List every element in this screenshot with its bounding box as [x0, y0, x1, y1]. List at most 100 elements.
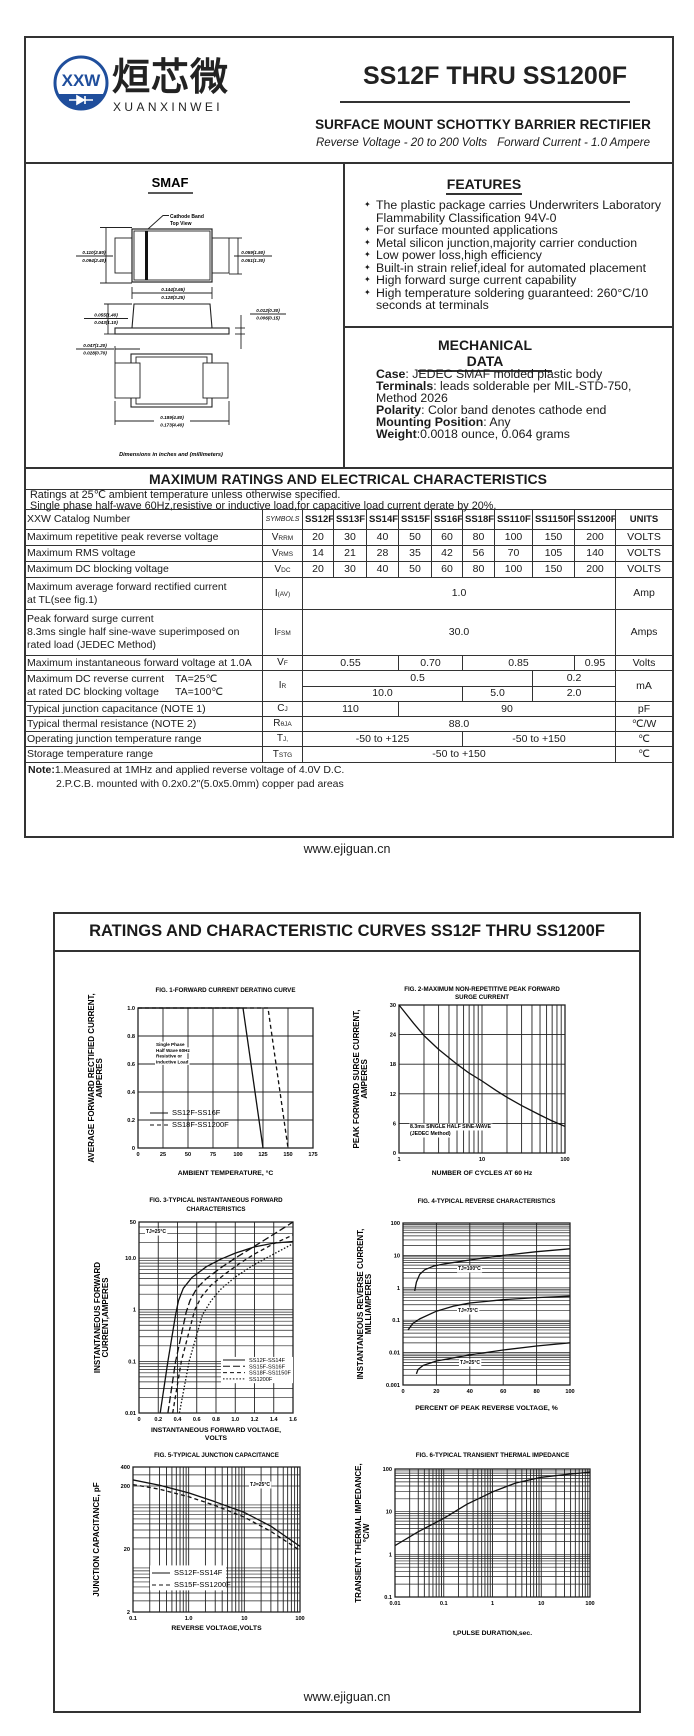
parameter-label-line: Operating junction temperature range	[27, 733, 260, 746]
x-tick-label: 1.2	[251, 1417, 259, 1423]
chart-annotation: Half Wave 60Hz	[156, 1048, 190, 1053]
page2-frame	[53, 912, 641, 1713]
symbol-main: R	[273, 718, 281, 729]
cathode-band	[145, 231, 148, 280]
parameter-value: -50 to +150	[302, 746, 616, 763]
parameter-value: 150	[532, 561, 575, 578]
legend-label: SS15F-SS16F	[249, 1364, 286, 1370]
x-axis-label: REVERSE VOLTAGE,VOLTS	[171, 1625, 262, 1632]
legend-label: SS1200F	[249, 1377, 273, 1383]
x-tick-label: 0.8	[212, 1417, 220, 1423]
condition-text: TA=100℃	[175, 686, 224, 698]
x-tick-label: 0.1	[440, 1601, 448, 1607]
y-tick-label: 12	[390, 1092, 396, 1098]
x-axis-label: PERCENT OF PEAK REVERSE VOLTAGE, %	[415, 1405, 558, 1412]
features-divider	[343, 326, 674, 328]
legend-label: SS12F-SS14F	[174, 1568, 223, 1577]
mechanical-title: MECHANICAL DATA	[418, 337, 552, 372]
x-tick-label: 0.2	[154, 1417, 162, 1423]
parameter-label-line: Maximum DC reverse current TA=25℃	[27, 673, 260, 686]
gridlines	[394, 1468, 591, 1598]
features-title: FEATURES	[446, 176, 522, 195]
symbol-subscript: RMS	[278, 550, 294, 558]
series-line-ss18f-ss1200f	[138, 1007, 289, 1149]
parameter-value: 0.55	[302, 655, 399, 671]
x-tick-label: 25	[160, 1152, 166, 1158]
parameter-symbol: VF	[262, 655, 303, 671]
mechanical-data: Case: JEDEC SMAF molded plastic body Term…	[376, 368, 666, 440]
label-text: Maximum average forward rectified curren…	[27, 580, 227, 593]
forward-current-text: Forward Current - 1.0 Ampere	[497, 137, 651, 149]
chart-title: FIG. 3-TYPICAL INSTANTANEOUS FORWARD	[149, 1197, 283, 1204]
footer-url[interactable]: www.ejiguan.cn	[303, 842, 391, 856]
note-2: 2.P.C.B. mounted with 0.2x0.2"(5.0x5.0mm…	[56, 778, 344, 790]
y-axis-label: °C/W	[362, 1523, 371, 1542]
parameter-unit: ℃/W	[615, 716, 673, 732]
symbol-main: I	[274, 587, 278, 599]
chart-title: CHARACTERISTICS	[186, 1206, 245, 1213]
mechanical-value: : Any	[483, 415, 511, 429]
header-divider	[24, 162, 674, 164]
ratings-note: Ratings at 25℃ ambient temperature unles…	[30, 489, 341, 501]
ratings-conditions: Ratings at 25℃ ambient temperature unles…	[30, 490, 496, 511]
parameter-label-line: Maximum DC blocking voltage	[27, 563, 260, 576]
feature-item: High temperature soldering guaranteed: 2…	[364, 286, 669, 312]
symbol-main: C	[277, 703, 285, 714]
label-text: Peak forward surge current	[27, 613, 154, 625]
chart-title: FIG. 1-FORWARD CURRENT DERATING CURVE	[156, 987, 296, 994]
y-tick-label: 0	[132, 1146, 135, 1152]
page-subtitle: SURFACE MOUNT SCHOTTKY BARRIER RECTIFIER	[315, 117, 651, 132]
page2-footer-url[interactable]: www.ejiguan.cn	[303, 1690, 391, 1704]
ratings-divider-bottom	[24, 489, 674, 490]
symbol-subscript: STG	[278, 751, 293, 759]
parameter-label: Peak forward surge current 8.3ms single h…	[24, 609, 263, 656]
chart-annotation: TJ=25°C	[146, 1229, 166, 1235]
parameter-value: 0.70	[398, 655, 463, 671]
label-background	[409, 1123, 493, 1131]
parameter-label: Typical junction capacitance (NOTE 1)	[24, 701, 263, 717]
x-tick-label: 100	[565, 1389, 574, 1395]
label-text: Maximum DC blocking voltage	[27, 563, 169, 575]
dim-label: 0.144(3.65)	[161, 287, 185, 292]
x-tick-label: 50	[185, 1152, 191, 1158]
y-axis-label: PEAK FORWARD SURGE CURRENT,	[352, 1010, 361, 1149]
chart-legend: SS12F-SS16F SS18F-SS1200F	[150, 1108, 229, 1129]
legend-label: SS18F-SS1200F	[172, 1120, 229, 1129]
parameter-unit: VOLTS	[615, 561, 673, 578]
label-text: at rated DC blocking voltage	[27, 686, 159, 698]
mechanical-label: Terminals	[376, 379, 434, 393]
label-background	[409, 1130, 452, 1138]
gridlines	[138, 1221, 294, 1414]
chart-annotation: (JEDEC Method)	[410, 1131, 451, 1137]
x-tick-label: 150	[283, 1152, 292, 1158]
dim-label: 0.055(1.40)	[94, 313, 118, 318]
label-text: Storage temperature range	[27, 748, 154, 760]
mechanical-value: : leads solderable per MIL-STD-750, Meth…	[376, 379, 632, 405]
parameter-value: -50 to +150	[462, 731, 616, 747]
series-line-ss1200f	[178, 1243, 293, 1414]
symbol-subscript: θJA	[280, 721, 292, 728]
y-tick-label: 0.4	[127, 1090, 136, 1096]
logo-chinese-name: 烜芯微	[112, 57, 230, 99]
series-line	[395, 1471, 590, 1547]
chart-annotation: TJ=25°C	[250, 1482, 270, 1488]
parameter-symbol: IFSM	[262, 609, 303, 656]
ratings-note: Single phase half-wave 60Hz,resistive or…	[30, 499, 497, 512]
y-tick-label: 10	[386, 1510, 392, 1516]
label-text: rated load (JEDEC Method)	[27, 639, 156, 651]
x-tick-label: 1.0	[185, 1616, 193, 1622]
condition-text: TA=25℃	[175, 673, 218, 685]
y-tick-label: 200	[121, 1484, 130, 1490]
table-row: Maximum RMS voltage VRMS 14 21 28 35 42 56 70 105…	[24, 545, 673, 562]
cathode-band-label: Cathode Band	[170, 214, 204, 220]
symbol-subscript: R	[281, 683, 287, 690]
series-label: TJ=25°C	[460, 1360, 480, 1366]
table-row: Operating junction temperature range TJ, -…	[24, 731, 673, 747]
series-label: TJ=100°C	[458, 1266, 481, 1272]
mechanical-item: Weight:0.0018 ounce, 0.064 grams	[376, 428, 666, 440]
y-tick-label: 1	[397, 1286, 400, 1292]
curves-title-divider	[53, 950, 641, 952]
table-header-row: XXW Catalog Number SYMBOLS SS12F SS13F SS14F…	[24, 509, 673, 530]
parameter-value: 0.85	[462, 655, 575, 671]
